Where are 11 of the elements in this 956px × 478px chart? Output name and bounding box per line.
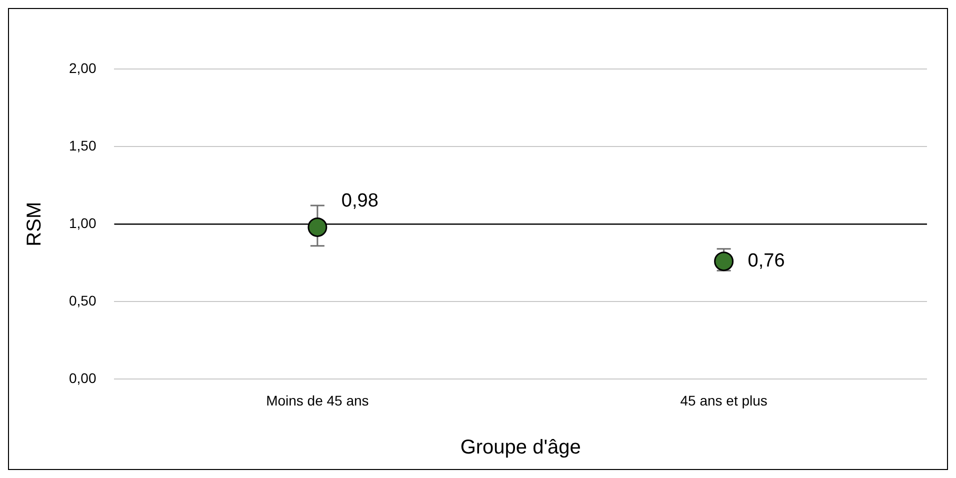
y-tick-label: 1,00 (69, 214, 96, 231)
y-axis-title: RSM (24, 202, 46, 246)
data-label: 0,98 (341, 190, 378, 212)
y-tick-label: 0,50 (69, 292, 96, 309)
y-tick-label: 2,00 (69, 60, 96, 76)
data-label: 0,76 (748, 250, 785, 272)
x-axis-title: Groupe d'âge (460, 436, 581, 459)
x-tick-label: Moins de 45 ans (266, 392, 369, 408)
y-tick-label: 1,50 (69, 137, 96, 154)
x-tick-label: 45 ans et plus (680, 392, 768, 408)
y-tick-label: 0,00 (69, 370, 96, 386)
